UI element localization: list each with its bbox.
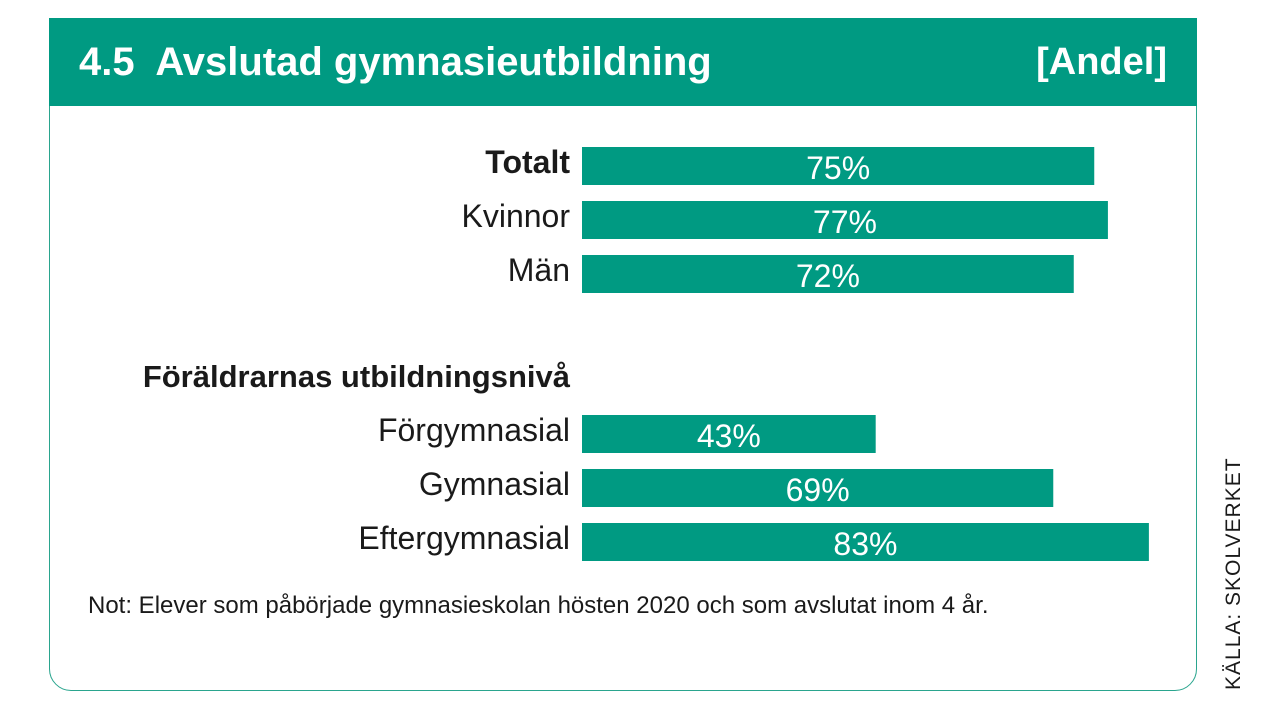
data-label: 77% <box>813 204 877 240</box>
data-label: 43% <box>697 418 761 454</box>
category-label: Eftergymnasial <box>358 520 570 556</box>
category-label: Förgymnasial <box>378 412 570 448</box>
bar <box>582 415 876 453</box>
chart-title: 4.5 Avslutad gymnasieutbildning <box>79 40 712 84</box>
chart-unit-label: [Andel] <box>1036 41 1167 83</box>
category-label: Män <box>508 252 570 288</box>
bar <box>582 255 1074 293</box>
chart-header: 4.5 Avslutad gymnasieutbildning [Andel] <box>49 18 1197 106</box>
source-label: KÄLLA: SKOLVERKET <box>1222 457 1245 690</box>
data-label: 75% <box>806 150 870 186</box>
bar <box>582 201 1108 239</box>
category-label: Totalt <box>485 144 570 180</box>
category-label: Kvinnor <box>462 198 571 234</box>
bar <box>582 147 1095 185</box>
bar <box>582 469 1054 507</box>
data-label: 69% <box>786 472 850 508</box>
group-heading: Föräldrarnas utbildningsnivå <box>143 359 571 394</box>
bar <box>582 523 1149 561</box>
data-label: 72% <box>796 258 860 294</box>
category-label: Gymnasial <box>419 466 570 502</box>
chart-note: Not: Elever som påbörjade gymnasieskolan… <box>88 592 989 619</box>
data-label: 83% <box>833 526 897 562</box>
